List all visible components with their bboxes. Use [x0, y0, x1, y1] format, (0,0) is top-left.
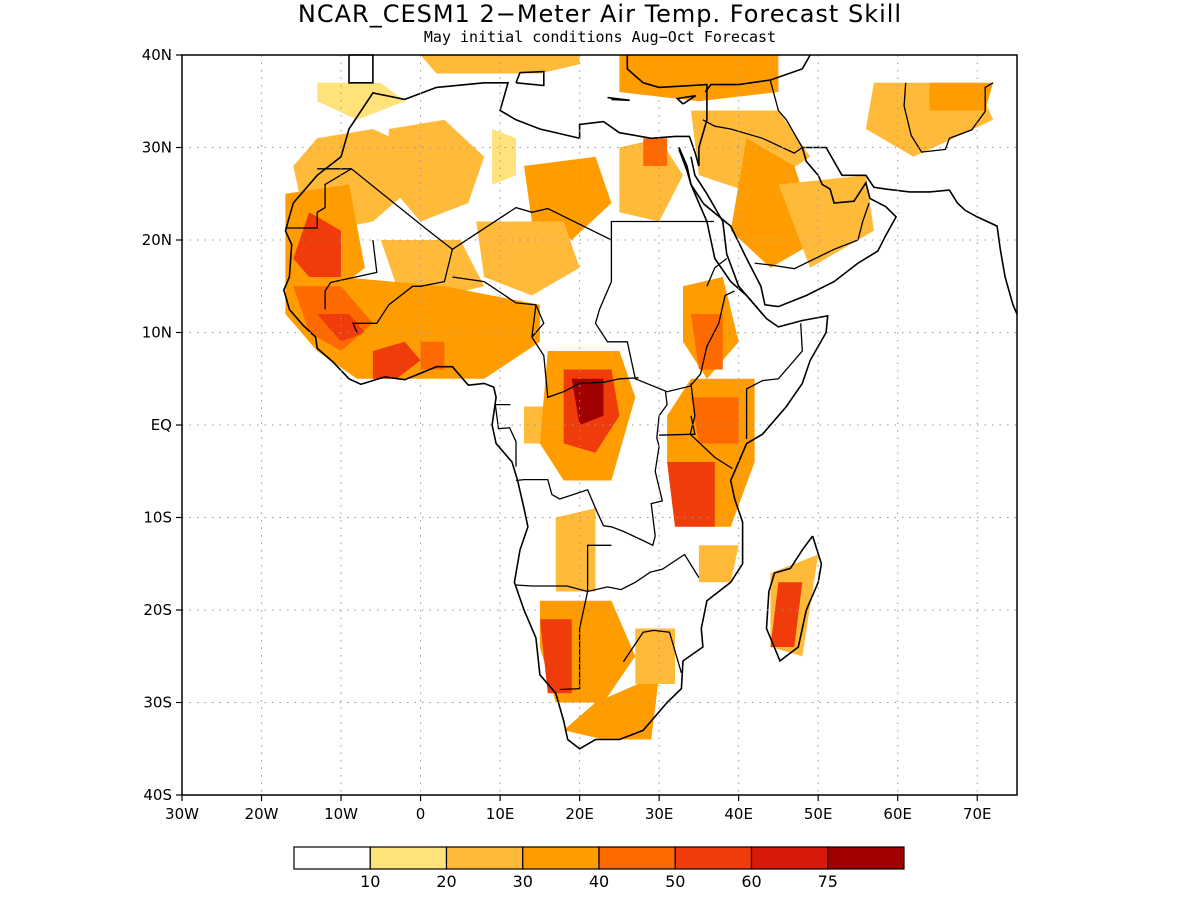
- skill-patch: [293, 212, 341, 287]
- skill-patch: [555, 508, 596, 592]
- y-tick-label: 20S: [143, 601, 172, 619]
- skill-patch: [929, 82, 994, 111]
- skill-patch: [492, 129, 516, 185]
- x-tick-label: 10W: [324, 805, 358, 823]
- colorbar-label: 50: [665, 872, 685, 891]
- skill-patch: [420, 341, 445, 370]
- coastline: [348, 54, 374, 84]
- country-border: [659, 415, 696, 436]
- colorbar-swatch: [293, 846, 371, 870]
- country-border: [317, 168, 714, 251]
- y-axis: 40N 30N 20N 10N EQ 10S 20S 30S 40S: [142, 46, 182, 804]
- country-border: [494, 403, 517, 467]
- skill-patch: [563, 674, 660, 740]
- coastline: [282, 156, 829, 750]
- y-tick-label: 30N: [142, 139, 172, 157]
- country-border: [903, 82, 994, 153]
- skill-patch: [524, 156, 612, 240]
- x-tick-label: 20E: [565, 805, 594, 823]
- colorbar-label: 60: [741, 872, 761, 891]
- skill-patch: [619, 55, 779, 102]
- country-border: [452, 276, 545, 338]
- colorbar-label: 10: [360, 872, 380, 891]
- colorbar-swatch: [750, 846, 829, 870]
- country-border: [730, 128, 803, 154]
- x-tick-label: 20W: [245, 805, 279, 823]
- colorbar-swatch: [445, 846, 524, 870]
- skill-patch: [778, 175, 874, 268]
- y-tick-label: 40S: [143, 786, 172, 804]
- x-axis: 30W 20W 10W 0 10E 20E 30E 40E 50E 60E 70E: [165, 795, 992, 823]
- y-tick-label: 10N: [142, 324, 172, 342]
- skill-patch: [730, 138, 819, 268]
- coastline: [675, 94, 697, 105]
- y-tick-label: EQ: [151, 416, 172, 434]
- x-tick-label: 10E: [486, 805, 515, 823]
- x-tick-label: 70E: [963, 805, 992, 823]
- colorbar-label: 75: [818, 872, 838, 891]
- coastline: [515, 70, 545, 87]
- y-tick-label: 40N: [142, 46, 172, 64]
- country-border: [578, 544, 612, 629]
- skill-patch: [643, 138, 668, 166]
- country-border: [531, 304, 639, 399]
- colorbar-swatch: [522, 846, 600, 870]
- country-border: [515, 553, 700, 593]
- coastlines: [282, 54, 1018, 750]
- colorbar-swatch: [827, 846, 905, 870]
- skill-patch: [667, 462, 715, 527]
- country-border: [622, 629, 683, 674]
- colorbar-swatch: [598, 846, 676, 870]
- x-tick-label: 40E: [724, 805, 753, 823]
- country-border: [702, 119, 731, 130]
- country-border: [515, 391, 668, 547]
- colorbar-label: 40: [589, 872, 609, 891]
- map-title: NCAR_CESM1 2−Meter Air Temp. Forecast Sk…: [297, 0, 903, 28]
- skill-patch: [420, 55, 580, 74]
- coastline: [607, 96, 630, 102]
- skill-patch: [691, 314, 723, 370]
- y-tick-label: 30S: [143, 694, 172, 712]
- coastline: [704, 54, 811, 93]
- y-tick-label: 20N: [142, 231, 172, 249]
- skill-patch: [635, 628, 675, 684]
- colorbar: 10 20 30 40 50 60 75: [293, 846, 905, 891]
- country-border: [769, 80, 803, 148]
- colorbar-swatch: [369, 846, 448, 870]
- coastline: [678, 146, 1018, 315]
- x-tick-label: 60E: [883, 805, 912, 823]
- y-tick-label: 10S: [143, 509, 172, 527]
- country-border: [706, 257, 728, 287]
- x-tick-label: 0: [416, 805, 426, 823]
- colorbar-label: 30: [513, 872, 533, 891]
- skill-patch: [317, 314, 365, 342]
- colorbar-label: 20: [436, 872, 456, 891]
- country-border: [745, 323, 803, 439]
- skill-patch: [571, 378, 604, 425]
- skill-patch: [388, 119, 485, 222]
- skill-patch: [317, 82, 405, 120]
- country-border: [754, 202, 870, 270]
- skill-patch: [539, 619, 572, 694]
- skill-patch: [698, 545, 739, 583]
- skill-patch: [372, 341, 421, 379]
- skill-patch: [476, 221, 580, 296]
- map-subtitle: May initial conditions Aug−Oct Forecast: [423, 28, 777, 46]
- country-border: [594, 240, 735, 393]
- skill-patch: [380, 240, 485, 296]
- x-tick-label: 30E: [645, 805, 674, 823]
- skill-patch: [691, 397, 739, 444]
- colorbar-swatch: [674, 846, 753, 870]
- x-tick-label: 30W: [165, 805, 199, 823]
- skill-patch: [770, 582, 803, 647]
- country-border: [352, 249, 454, 333]
- country-border: [285, 168, 352, 229]
- coastline: [284, 55, 708, 232]
- skill-shading: [285, 55, 994, 740]
- x-tick-label: 50E: [804, 805, 833, 823]
- coastline: [765, 535, 823, 663]
- country-border: [324, 239, 378, 310]
